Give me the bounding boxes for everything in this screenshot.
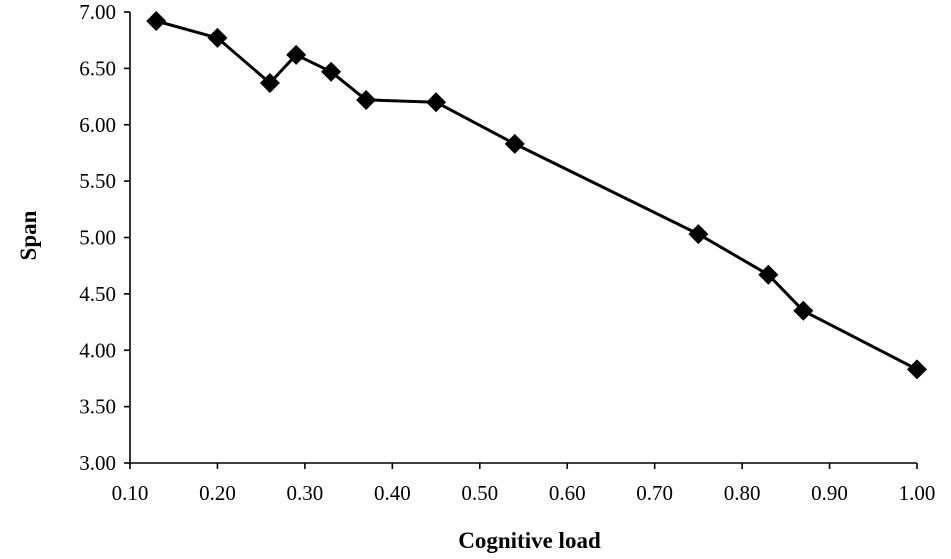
x-tick-label: 0.20 <box>199 481 236 505</box>
ticks: 3.00 3.50 4.00 4.50 5.00 5.50 6.00 6.50 7.00 0.10… <box>79 0 935 505</box>
y-tick-label: 4.50 <box>79 282 116 306</box>
data-point-marker <box>356 89 377 110</box>
y-tick-label: 7.00 <box>79 0 116 24</box>
data-point-marker <box>146 11 167 32</box>
data-point-marker <box>504 133 525 154</box>
x-tick-label: 0.60 <box>549 481 586 505</box>
x-axis-title: Cognitive load <box>458 528 601 553</box>
x-tick-label: 1.00 <box>899 481 936 505</box>
x-tick-label: 0.80 <box>724 481 761 505</box>
y-tick-label: 5.00 <box>79 226 116 250</box>
data-point-marker <box>688 224 709 245</box>
series-layer <box>146 11 927 380</box>
x-tick-label: 0.40 <box>374 481 411 505</box>
data-point-marker <box>259 73 280 94</box>
y-tick-label: 6.50 <box>79 56 116 80</box>
y-tick-label: 3.00 <box>79 451 116 475</box>
x-tick-label: 0.90 <box>811 481 848 505</box>
data-point-marker <box>758 264 779 285</box>
series-line <box>155 19 918 371</box>
data-point-marker <box>286 44 307 65</box>
x-tick-label: 0.10 <box>112 481 149 505</box>
y-tick-label: 5.50 <box>79 169 116 193</box>
y-tick-label: 6.00 <box>79 113 116 137</box>
axes <box>129 12 917 464</box>
data-point-marker <box>321 61 342 82</box>
data-point-marker <box>793 300 814 321</box>
y-tick-label: 3.50 <box>79 395 116 419</box>
y-tick-label: 4.00 <box>79 338 116 362</box>
data-point-marker <box>426 92 447 113</box>
y-axis-title: Span <box>16 210 41 260</box>
data-point-marker <box>907 359 927 380</box>
x-tick-label: 0.30 <box>287 481 324 505</box>
x-tick-label: 0.70 <box>636 481 673 505</box>
x-tick-label: 0.50 <box>461 481 498 505</box>
data-point-marker <box>207 27 228 48</box>
